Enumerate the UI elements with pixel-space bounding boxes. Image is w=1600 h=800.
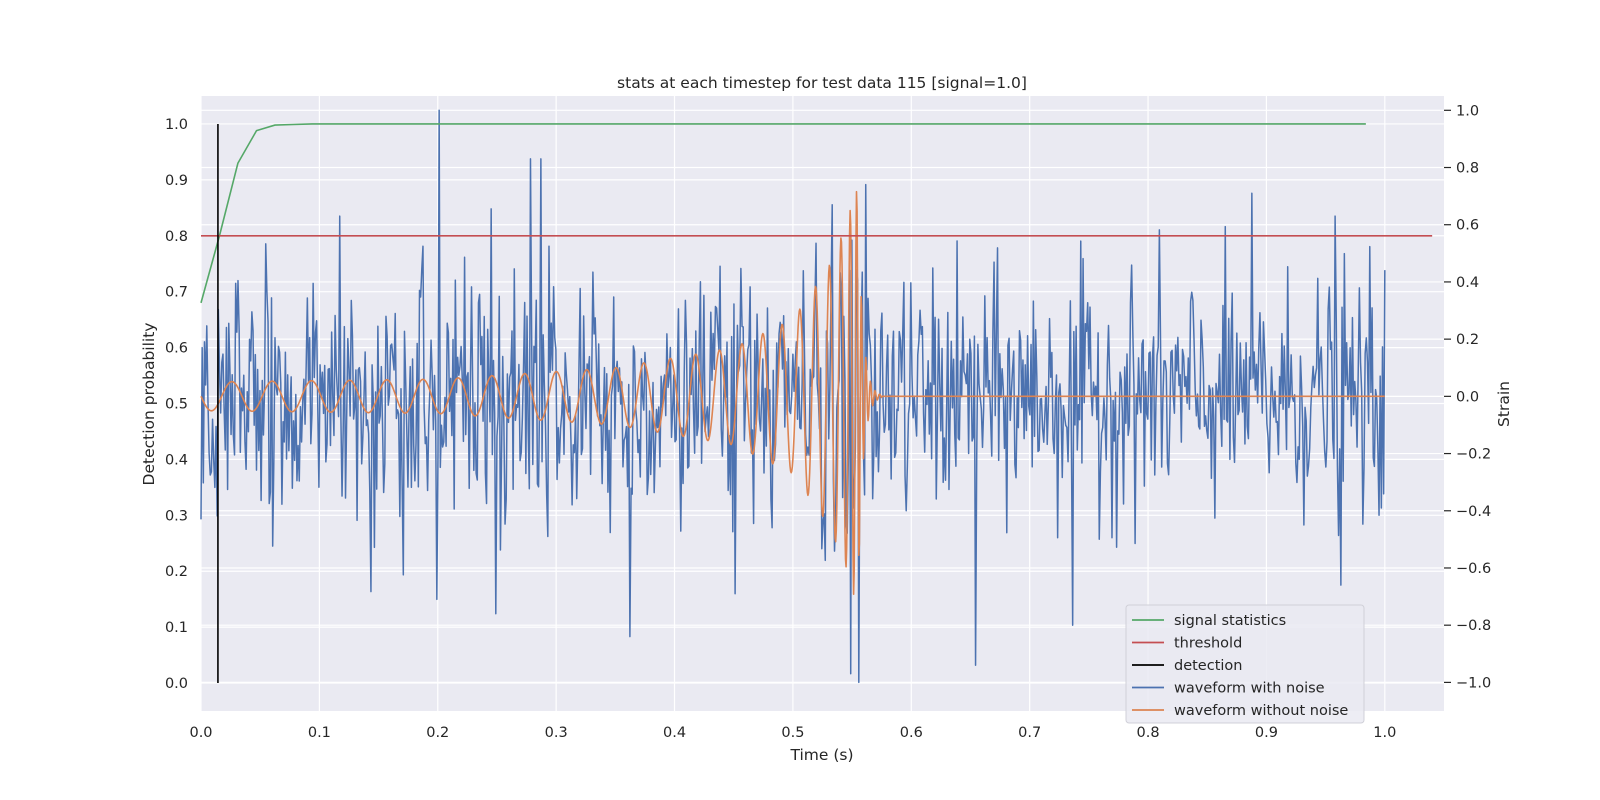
y-right-tick-label: 0.2	[1456, 332, 1479, 348]
legend-entry-label: threshold	[1174, 636, 1242, 652]
series-line-signal-statistics	[200, 123, 1366, 304]
y-left-tick-label: 1.0	[165, 117, 188, 133]
y-left-tick-label: 0.2	[165, 564, 188, 580]
y-axis-right: −1.0 −0.8 −0.6 −0.4 −0.2 0.0 0.2 0.4 0.6 0.8 1.0	[1444, 103, 1491, 691]
y-right-tick-label: −0.4	[1456, 504, 1491, 520]
chart-title: stats at each timestep for test data 115…	[617, 74, 1027, 92]
legend-entry-label: waveform without noise	[1174, 703, 1348, 719]
y-left-tick-label: 0.1	[165, 620, 188, 636]
legend-box	[1125, 604, 1365, 724]
y-right-tick-label: −1.0	[1456, 675, 1491, 691]
x-tick-label: 0.3	[545, 725, 568, 741]
y-axis-right-label: Strain	[1495, 381, 1513, 427]
x-tick-label: 0.1	[308, 725, 331, 741]
y-left-tick-label: 0.9	[165, 173, 188, 189]
y-right-tick-label: 1.0	[1456, 103, 1479, 119]
x-tick-label: 0.7	[1018, 725, 1041, 741]
x-tick-label: 0.0	[189, 725, 212, 741]
x-tick-label: 0.5	[781, 725, 804, 741]
y-left-tick-label: 0.8	[165, 229, 188, 245]
y-right-tick-label: −0.8	[1456, 618, 1491, 634]
series-layer	[200, 109, 1433, 684]
y-left-tick-label: 0.7	[165, 285, 188, 301]
x-tick-label: 0.9	[1255, 725, 1278, 741]
x-tick-label: 0.4	[663, 725, 686, 741]
legend-entry-label: waveform with noise	[1174, 681, 1325, 697]
y-right-tick-label: −0.2	[1456, 447, 1491, 463]
y-right-tick-label: 0.0	[1456, 389, 1479, 405]
y-left-tick-label: 0.6	[165, 341, 188, 357]
x-tick-label: 0.6	[900, 725, 923, 741]
y-right-tick-label: 0.6	[1456, 218, 1479, 234]
x-tick-label: 0.8	[1137, 725, 1160, 741]
y-left-tick-label: 0.4	[165, 452, 188, 468]
x-tick-label: 1.0	[1373, 725, 1396, 741]
y-right-tick-label: 0.4	[1456, 275, 1479, 291]
x-tick-label: 0.2	[426, 725, 449, 741]
legend-entry-label: detection	[1174, 658, 1242, 674]
y-right-tick-label: 0.8	[1456, 161, 1479, 177]
x-axis: 0.0 0.1 0.2 0.3 0.4 0.5 0.6 0.7 0.8 0.9 1.0	[189, 725, 1396, 741]
y-left-tick-label: 0.0	[165, 676, 188, 692]
x-axis-label: Time (s)	[789, 746, 853, 764]
y-left-tick-label: 0.3	[165, 508, 188, 524]
legend-entry-label: signal statistics	[1174, 613, 1286, 629]
y-axis-left-label: Detection probability	[140, 323, 158, 486]
series-line-waveform-with-noise	[200, 109, 1386, 684]
y-axis-left: 0.0 0.1 0.2 0.3 0.4 0.5 0.6 0.7 0.8 0.9 1.0	[165, 117, 188, 692]
y-left-tick-label: 0.5	[165, 397, 188, 413]
y-right-tick-label: −0.6	[1456, 561, 1491, 577]
legend: signal statistics threshold detection wavef…	[1125, 604, 1365, 724]
series-line-waveform-without-noise	[200, 190, 1386, 595]
